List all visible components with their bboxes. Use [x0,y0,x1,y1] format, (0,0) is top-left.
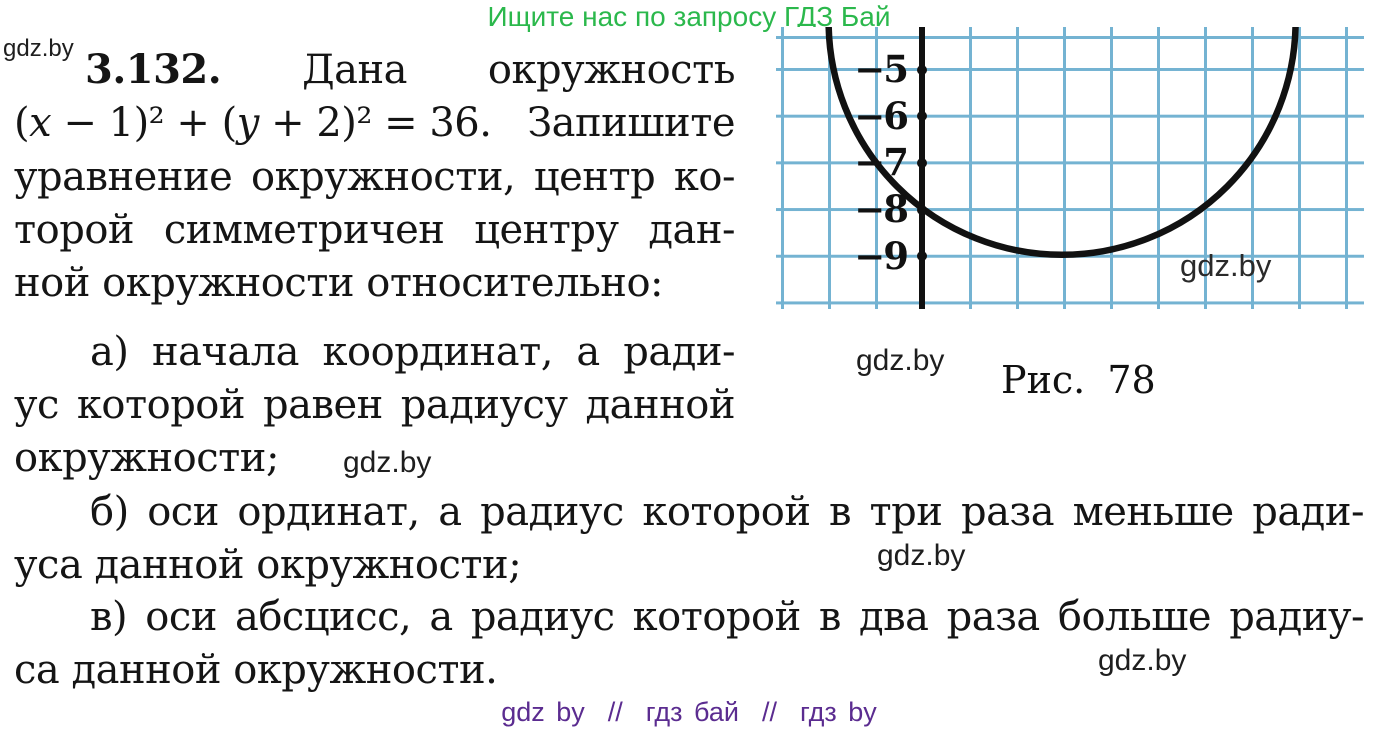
figure-78: gdz.by −5 −6 −7 −8 −9 [776,27,1364,309]
circle-arc [825,27,1299,258]
y-tick-label: −7 [854,140,909,185]
item-b-line-1: б) оси ординат, а радиус которой в три р… [90,489,1365,535]
problem-number: 3.132. [85,46,222,93]
equation-variable: y [236,100,260,146]
equation-text: − 1)² + ( [51,100,237,146]
circle-equation: (x − 1)² + (y + 2)² = 36. [14,97,492,151]
problem-line-2: (x − 1)² + (y + 2)² = 36. Запишите [14,97,735,151]
problem-line-1-word-2: окружность [487,47,736,93]
item-v-line-2: са данной окружности. [14,647,498,693]
y-tick-dot [917,204,927,215]
equation-text: ( [14,100,30,146]
problem-line-1: 3.132. Дана окружность [85,44,735,98]
item-a-line-1: а) начала координат, а ради- [90,329,736,375]
y-tick-dot [917,64,927,75]
y-tick-label: −5 [854,47,909,91]
y-tick-dot [917,251,927,262]
site-footer-text: gdz by // гдз бай // гдз by [501,697,877,727]
problem-line-1-word-1: Дана [302,47,407,93]
watermark-after-item-a: gdz.by [343,446,432,479]
problem-line-2-word: Запишите [527,100,735,146]
figure-caption: Рис. 78 [1001,358,1156,402]
y-tick-dot [917,157,927,168]
y-tick-label: −8 [854,187,909,232]
y-tick-dot [917,111,927,122]
equation-variable: x [29,100,52,146]
problem-line-4: торой симметричен центру дан- [14,207,736,253]
watermark-after-item-b: gdz.by [877,539,966,572]
item-a-line-3: окружности; [14,435,279,481]
item-v-line-1: в) оси абсцисс, а радиус которой в два р… [90,594,1365,640]
watermark-inside-figure: gdz.by [1180,248,1272,283]
problem-line-3: уравнение окружности, центр ко- [14,154,736,200]
equation-text: + 2)² = 36. [258,100,492,146]
watermark-after-item-v: gdz.by [1098,644,1187,677]
y-tick-label: −9 [854,233,909,278]
y-tick-label: −6 [854,93,909,138]
grid-top-line [776,36,1364,39]
site-header-text: Ищите нас по запросу ГДЗ Бай [487,1,891,32]
watermark-near-caption: gdz.by [856,344,945,377]
item-b-line-2: уса данной окружности; [14,542,522,588]
item-a-line-2: ус которой равен радиусу данной [14,382,736,428]
y-axis [919,27,925,309]
watermark-top-left: gdz.by [3,35,74,62]
problem-line-5: ной окружности относительно: [14,260,664,306]
circle-arc-svg [825,27,1299,258]
